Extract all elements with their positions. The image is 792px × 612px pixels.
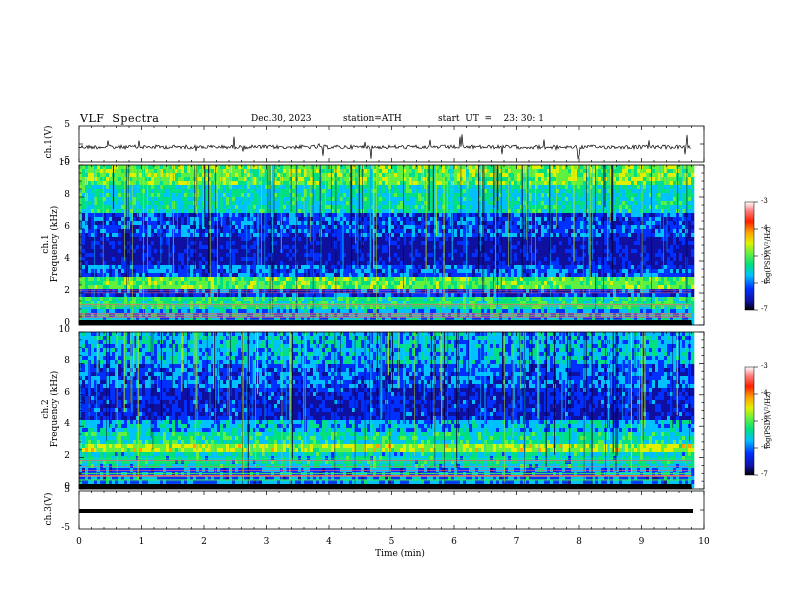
x-tick-label: 1 xyxy=(132,537,152,547)
header-station: station=ATH xyxy=(343,114,402,124)
ch1-wave-ytick-label: -5 xyxy=(50,156,70,166)
x-tick-label: 8 xyxy=(569,537,589,547)
ch1-spec-ytick-label: 8 xyxy=(50,190,70,200)
ch2-spec-ytick-label: 2 xyxy=(50,451,70,461)
x-tick-label: 3 xyxy=(257,537,277,547)
x-tick-label: 5 xyxy=(382,537,402,547)
x-axis-label: Time (min) xyxy=(350,549,450,559)
x-tick-label: 4 xyxy=(319,537,339,547)
colorbar-ch2 xyxy=(745,367,754,475)
ch1-spec-ytick-label: 2 xyxy=(50,286,70,296)
colorbar-ch1 xyxy=(745,202,754,310)
colorbar-ch2-tick-label: -6 xyxy=(761,443,768,451)
ch1-spec-ylabel-b: Frequency (kHz) xyxy=(50,194,60,294)
ch2-spec-ytick-label: 10 xyxy=(50,325,70,335)
colorbar-ch2-tick-label: -4 xyxy=(761,389,768,397)
ch3-wave-ytick-label: -5 xyxy=(50,523,70,533)
ch2-spec-ylabel-b: Frequency (kHz) xyxy=(50,359,60,459)
colorbar-ch1-tick-label: -6 xyxy=(761,278,768,286)
chart-title: VLF Spectra xyxy=(80,112,159,125)
header-date: Dec.30, 2023 xyxy=(251,114,312,124)
colorbar-ch2-tick-label: -3 xyxy=(761,362,768,370)
ch3-waveform-line xyxy=(79,509,693,513)
x-tick-label: 9 xyxy=(632,537,652,547)
ch3-wave-ytick-label: 5 xyxy=(50,485,70,495)
x-tick-label: 6 xyxy=(444,537,464,547)
colorbar-ch2-tick-label: -5 xyxy=(761,416,768,424)
x-tick-label: 10 xyxy=(694,537,714,547)
colorbar-ch1-tick-label: -5 xyxy=(761,251,768,259)
ch1-wave-ytick-label: 5 xyxy=(50,120,70,130)
colorbar-ch1-tick-label: -3 xyxy=(761,197,768,205)
ch2-spectrogram xyxy=(79,332,704,489)
x-tick-label: 7 xyxy=(507,537,527,547)
ch1-spec-ytick-label: 6 xyxy=(50,222,70,232)
ch1-spectrogram xyxy=(79,165,704,325)
colorbar-ch2-tick-label: -7 xyxy=(761,470,768,478)
ch2-spec-ytick-label: 8 xyxy=(50,356,70,366)
ch2-spec-ytick-label: 4 xyxy=(50,419,70,429)
ch1-spec-ytick-label: 4 xyxy=(50,254,70,264)
ch2-spec-ytick-label: 6 xyxy=(50,388,70,398)
ch1-wave-frame xyxy=(79,126,704,162)
x-tick-label: 2 xyxy=(194,537,214,547)
colorbar-ch1-tick-label: -7 xyxy=(761,305,768,313)
colorbar-ch1-tick-label: -4 xyxy=(761,224,768,232)
header-start-ut: start UT = 23: 30: 1 xyxy=(438,114,544,124)
x-tick-label: 0 xyxy=(69,537,89,547)
